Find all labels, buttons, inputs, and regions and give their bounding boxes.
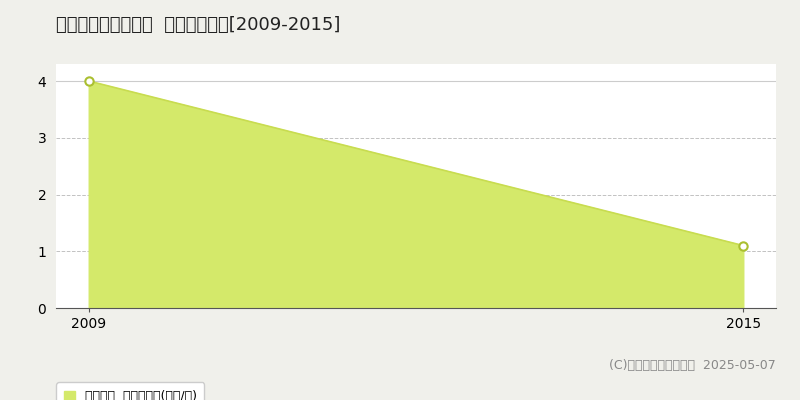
Legend: 土地価格  平均坪単価(万円/坪): 土地価格 平均坪単価(万円/坪) (56, 382, 204, 400)
Text: (C)土地価格ドットコム  2025-05-07: (C)土地価格ドットコム 2025-05-07 (610, 359, 776, 372)
Text: 南あわじ市八木野原  土地価格推移[2009-2015]: 南あわじ市八木野原 土地価格推移[2009-2015] (56, 16, 340, 34)
